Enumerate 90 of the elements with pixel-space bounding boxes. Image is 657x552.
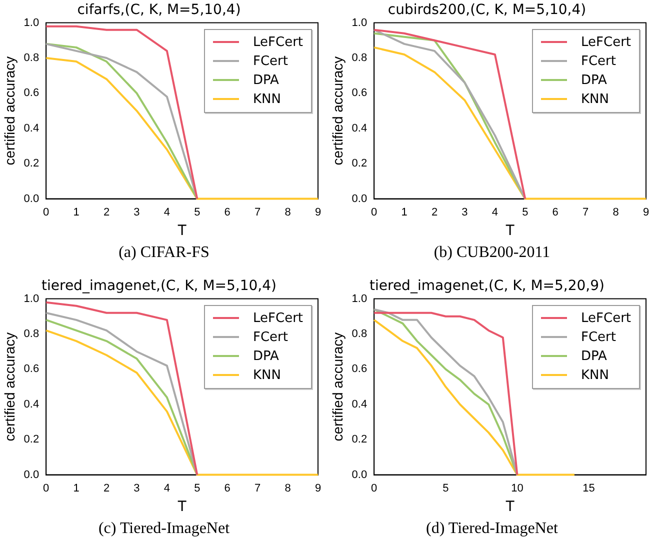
y-tick-label: 0.8	[24, 328, 40, 340]
x-tick-label: 6	[224, 482, 230, 494]
y-tick-label: 0.6	[24, 87, 40, 100]
y-axis-title: certified accuracy	[1, 332, 18, 442]
y-tick-label: 1.0	[352, 16, 368, 29]
y-tick-label: 0.0	[24, 192, 40, 205]
y-axis-title: certified accuracy	[329, 332, 346, 442]
x-tick-label: 4	[164, 482, 170, 494]
x-tick-label: 5	[522, 206, 528, 218]
text: (a) CIFAR-FS	[118, 244, 210, 262]
y-axis-title: certified accuracy	[329, 56, 346, 166]
y-tick-label: 0.0	[352, 468, 368, 481]
y-tick-label: 0.2	[24, 158, 40, 170]
x-tick-label: 9	[314, 482, 322, 494]
y-tick-label: 0.8	[352, 52, 368, 64]
x-tick-label: 6	[224, 206, 230, 218]
x-tick-label: 0	[371, 482, 378, 494]
x-axis-title: T	[505, 222, 515, 240]
x-tick-label: 10	[511, 482, 524, 494]
x-tick-label: 0	[43, 206, 50, 218]
x-tick-label: 1	[401, 206, 408, 218]
x-tick-label: 4	[492, 206, 498, 218]
x-tick-label: 8	[612, 206, 619, 218]
x-tick-label: 7	[254, 482, 261, 494]
x-tick-label: 5	[194, 206, 200, 218]
x-tick-label: 5	[442, 482, 449, 494]
x-tick-label: 15	[582, 482, 595, 494]
x-tick-label: 7	[254, 206, 261, 218]
legend-label: FCert	[253, 54, 288, 69]
chart-title: tiered_imagenet,(C, K, M=5,10,4)	[42, 278, 276, 294]
x-tick-label: 3	[134, 206, 140, 218]
chart-title: cubirds200,(C, K, M=5,10,4)	[388, 2, 586, 18]
x-tick-label: 5	[194, 482, 200, 494]
x-axis-title: T	[177, 498, 187, 516]
x-tick-label: 8	[284, 206, 291, 218]
legend-label: FCert	[581, 330, 616, 345]
x-axis-title: T	[177, 222, 187, 240]
x-tick-label: 8	[284, 482, 291, 494]
x-tick-label: 3	[134, 482, 140, 494]
legend-label: DPA	[581, 348, 607, 364]
y-tick-label: 0.6	[352, 363, 368, 376]
legend-label: FCert	[581, 54, 616, 69]
x-tick-label: 0	[371, 206, 378, 218]
chart-title: cifarfs,(C, K, M=5,10,4)	[77, 2, 241, 18]
text: (b) CUB200-2011	[432, 244, 552, 262]
y-axis-title: certified accuracy	[1, 56, 18, 166]
y-tick-label: 0.4	[352, 398, 368, 410]
legend-label: DPA	[581, 72, 607, 88]
y-tick-label: 0.0	[352, 192, 368, 205]
x-tick-label: 0	[43, 482, 50, 494]
x-tick-label: 2	[103, 482, 110, 494]
y-tick-label: 0.8	[352, 328, 368, 340]
x-tick-label: 2	[431, 206, 438, 218]
x-tick-label: 1	[73, 482, 80, 494]
y-tick-label: 0.4	[24, 122, 40, 134]
legend-label: LeFCert	[581, 310, 632, 326]
legend-label: KNN	[581, 368, 609, 383]
y-tick-label: 1.0	[24, 16, 40, 29]
x-tick-label: 4	[164, 206, 170, 218]
legend-label: DPA	[253, 72, 279, 88]
y-tick-label: 0.0	[24, 468, 40, 481]
x-axis-title: T	[505, 498, 515, 516]
y-tick-label: 0.2	[24, 434, 40, 446]
x-tick-label: 6	[552, 206, 558, 218]
legend-label: LeFCert	[253, 34, 304, 50]
y-tick-label: 0.4	[352, 122, 368, 134]
legend-label: FCert	[253, 330, 288, 345]
x-tick-label: 3	[462, 206, 468, 218]
legend-label: LeFCert	[253, 310, 304, 326]
legend-label: LeFCert	[581, 34, 632, 50]
y-tick-label: 0.2	[352, 158, 368, 170]
x-tick-label: 9	[642, 206, 650, 218]
y-tick-label: 0.4	[24, 398, 40, 410]
legend-label: KNN	[253, 368, 281, 383]
legend-label: KNN	[253, 92, 281, 107]
x-tick-label: 7	[582, 206, 589, 218]
y-tick-label: 0.6	[24, 363, 40, 376]
text: (d) Tiered-ImageNet	[425, 520, 559, 538]
y-tick-label: 0.8	[24, 52, 40, 64]
y-tick-label: 0.2	[352, 434, 368, 446]
chart-title: tiered_imagenet,(C, K, M=5,20,9)	[370, 278, 604, 294]
legend-label: DPA	[253, 348, 279, 364]
y-tick-label: 1.0	[352, 292, 368, 305]
x-tick-label: 2	[103, 206, 110, 218]
y-tick-label: 0.6	[352, 87, 368, 100]
legend-label: KNN	[581, 92, 609, 107]
y-tick-label: 1.0	[24, 292, 40, 305]
text: (c) Tiered-ImageNet	[97, 520, 231, 538]
x-tick-label: 9	[314, 206, 322, 218]
x-tick-label: 1	[73, 206, 80, 218]
